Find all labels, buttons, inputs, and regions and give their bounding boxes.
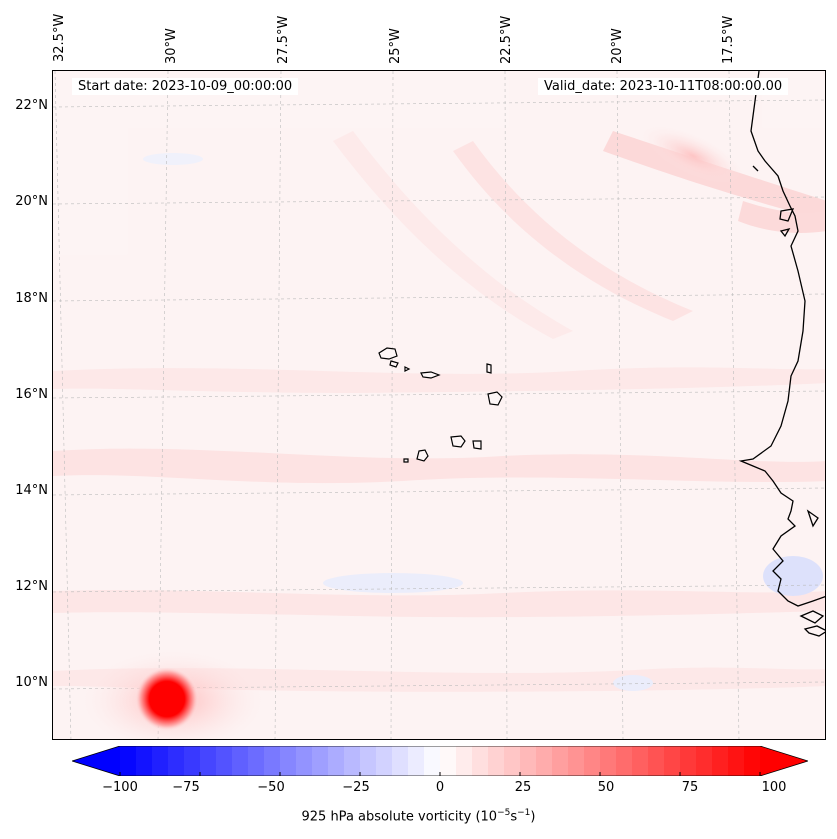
colorbar-cell [696, 746, 713, 776]
colorbar-cell [376, 746, 393, 776]
colorbar-cell [264, 746, 281, 776]
lon-label-30w: 30°W [164, 28, 179, 64]
colorbar-cell [360, 746, 377, 776]
lon-label-25w: 25°W [388, 28, 403, 64]
colorbar-cell [648, 746, 665, 776]
cape-verde-islands [378, 347, 503, 463]
colorbar-cell [248, 746, 265, 776]
colorbar-cell [616, 746, 633, 776]
colorbar-cell [632, 746, 649, 776]
colorbar-cell [296, 746, 313, 776]
colorbar-cell [120, 746, 137, 776]
vorticity-map[interactable] [52, 70, 826, 740]
west-african-coastline [738, 71, 825, 637]
lon-label-32-5w: 32.5°W [52, 13, 67, 62]
colorbar-tick: 0 [435, 780, 445, 795]
colorbar-cell [232, 746, 249, 776]
graticule [53, 71, 825, 739]
colorbar-cell [568, 746, 585, 776]
colorbar-cell [488, 746, 505, 776]
colorbar-cell [408, 746, 425, 776]
colorbar-cell [552, 746, 569, 776]
map-canvas [53, 71, 825, 739]
lat-label-20n: 20°N [15, 194, 48, 209]
colorbar-tick: 100 [761, 780, 787, 795]
colorbar-cell [584, 746, 601, 776]
colorbar-cell [536, 746, 553, 776]
colorbar-cell [392, 746, 409, 776]
colorbar-cell [472, 746, 489, 776]
colorbar-low-extend [72, 746, 120, 776]
lon-label-17-5w: 17.5°W [721, 15, 736, 64]
valid-date-label: Valid_date: 2023-10-11T08:00:00.00 [538, 78, 789, 95]
colorbar-cell [600, 746, 617, 776]
colorbar-tick: −100 [102, 780, 138, 795]
colorbar-high-extend [760, 746, 808, 776]
lat-label-16n: 16°N [15, 387, 48, 402]
start-date-label: Start date: 2023-10-09_00:00:00 [72, 78, 299, 95]
colorbar-cell [680, 746, 697, 776]
lat-label-10n: 10°N [15, 675, 48, 690]
colorbar-cell [184, 746, 201, 776]
lat-label-18n: 18°N [15, 291, 48, 306]
lat-label-22n: 22°N [15, 98, 48, 113]
colorbar-cell [280, 746, 297, 776]
lon-label-22-5w: 22.5°W [499, 15, 514, 64]
colorbar-cell [344, 746, 361, 776]
lon-label-20w: 20°W [610, 28, 625, 64]
colorbar-tick: −75 [172, 780, 200, 795]
colorbar-label: 925 hPa absolute vorticity (10−5s−1) [301, 808, 536, 825]
colorbar-cell [664, 746, 681, 776]
colorbar [72, 746, 808, 776]
colorbar-tick: 50 [597, 780, 615, 795]
colorbar-cell [136, 746, 153, 776]
lat-label-12n: 12°N [15, 579, 48, 594]
colorbar-cell [456, 746, 473, 776]
colorbar-cell [328, 746, 345, 776]
vorticity-field [53, 71, 825, 739]
colorbar-cell [200, 746, 217, 776]
tropical-vortex [83, 651, 263, 739]
colorbar-tick: 25 [514, 780, 532, 795]
colorbar-cell [744, 746, 761, 776]
colorbar-tick: −25 [342, 780, 370, 795]
colorbar-tick: 75 [681, 780, 699, 795]
colorbar-cell [712, 746, 729, 776]
colorbar-cell [424, 746, 441, 776]
colorbar-cell [168, 746, 185, 776]
colorbar-cell [728, 746, 745, 776]
colorbar-tick: −50 [257, 780, 285, 795]
colorbar-cell [152, 746, 169, 776]
colorbar-cell [216, 746, 233, 776]
colorbar-cell [504, 746, 521, 776]
colorbar-cell [312, 746, 329, 776]
colorbar-cell [440, 746, 457, 776]
colorbar-cell [520, 746, 537, 776]
lat-label-14n: 14°N [15, 483, 48, 498]
lon-label-27-5w: 27.5°W [276, 15, 291, 64]
colorbar-cells [120, 746, 761, 776]
